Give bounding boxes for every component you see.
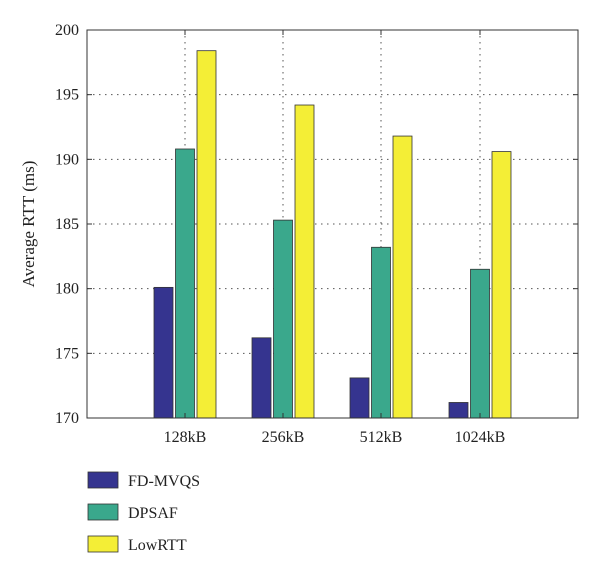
legend-label-lowrtt: LowRTT xyxy=(128,537,187,554)
x-tick-label-0: 128kB xyxy=(164,429,207,446)
y-tick-label-2: 180 xyxy=(55,281,79,298)
legend-swatch-fd-mvqs xyxy=(87,471,119,489)
legend-swatch-lowrtt xyxy=(87,535,119,553)
x-tick-label-3: 1024kB xyxy=(455,429,506,446)
legend: FD-MVQS DPSAF LowRTT xyxy=(87,471,200,554)
x-tick-label-2: 512kB xyxy=(360,429,403,446)
bar-dpsaf-1024kb xyxy=(470,268,490,419)
bar-lowrtt-512kb xyxy=(392,135,413,419)
bar-dpsaf-512kb xyxy=(371,246,391,419)
bar-fd-mvqs-1024kb xyxy=(448,402,469,419)
bar-lowrtt-256kb xyxy=(294,104,315,419)
bar-lowrtt-1024kb xyxy=(491,151,512,419)
y-tick-label-5: 195 xyxy=(55,87,79,104)
bar-dpsaf-128kb xyxy=(175,148,195,419)
bar-dpsaf-256kb xyxy=(273,219,293,419)
bar-lowrtt-128kb xyxy=(196,50,217,419)
bar-fd-mvqs-256kb xyxy=(251,337,272,419)
y-axis-label: Average RTT (ms) xyxy=(19,161,38,288)
bar-fd-mvqs-512kb xyxy=(349,377,370,419)
legend-label-dpsaf: DPSAF xyxy=(128,505,178,522)
y-tick-label-3: 185 xyxy=(55,216,79,233)
x-tick-label-1: 256kB xyxy=(262,429,305,446)
y-tick-label-1: 175 xyxy=(55,345,79,362)
bar-fd-mvqs-128kb xyxy=(153,286,174,419)
legend-label-fd-mvqs: FD-MVQS xyxy=(128,473,200,490)
y-axis-ticks: 170 175 180 185 190 195 200 xyxy=(55,22,578,427)
bars xyxy=(153,50,512,419)
y-tick-label-6: 200 xyxy=(55,22,79,39)
y-tick-label-0: 170 xyxy=(55,410,79,427)
y-tick-label-4: 190 xyxy=(55,151,79,168)
x-axis-ticks: 128kB 256kB 512kB 1024kB xyxy=(164,30,506,446)
legend-swatch-dpsaf xyxy=(87,503,119,521)
